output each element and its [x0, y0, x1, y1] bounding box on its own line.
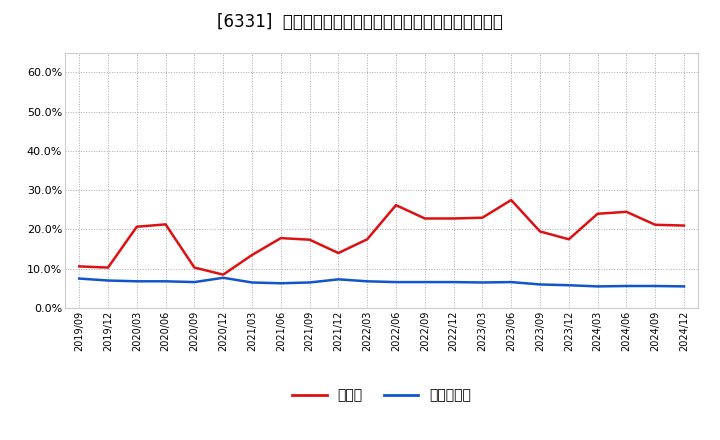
Legend: 現顔金, 有利子負債: 現顔金, 有利子負債: [287, 383, 477, 408]
Text: [6331]  現顔金、有利子負債の総資産に対する比率の推移: [6331] 現顔金、有利子負債の総資産に対する比率の推移: [217, 13, 503, 31]
